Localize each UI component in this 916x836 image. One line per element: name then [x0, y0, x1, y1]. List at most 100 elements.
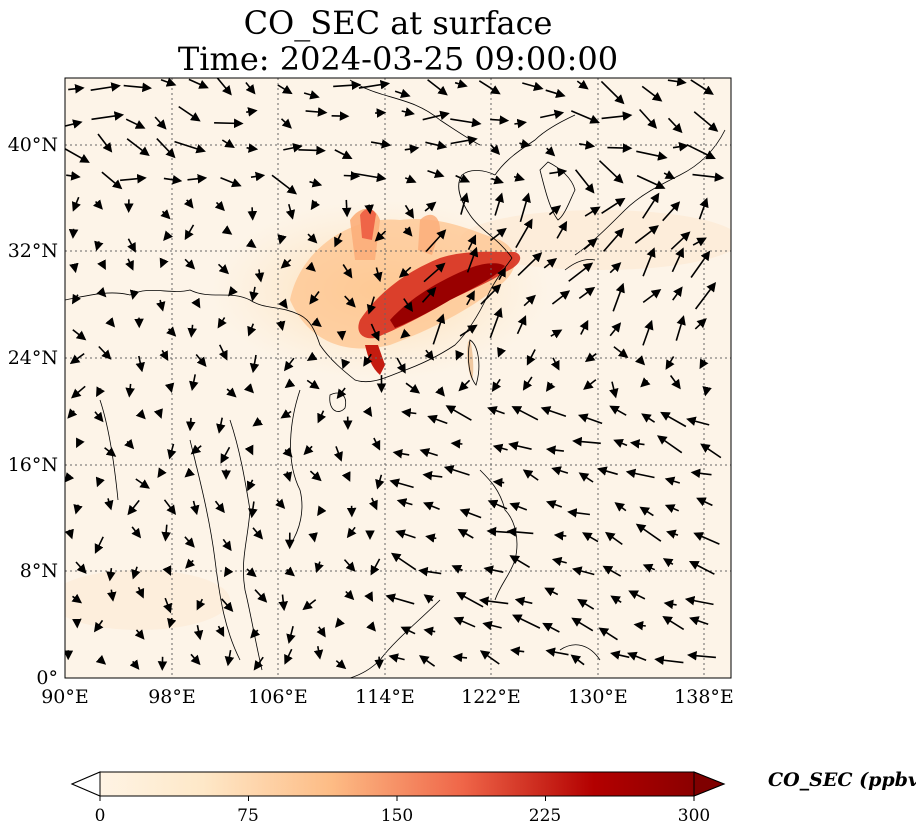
wind-arrow: [70, 385, 86, 399]
wind-arrow: [601, 197, 626, 214]
wind-arrow: [249, 286, 259, 302]
wind-arrow: [455, 173, 471, 183]
wind-arrow: [523, 294, 536, 307]
wind-arrow: [577, 598, 595, 610]
lat-tick: 24°N: [8, 347, 58, 369]
wind-arrow: [223, 566, 234, 578]
wind-arrow: [154, 116, 167, 130]
wind-arrow: [699, 358, 709, 370]
wind-arrow: [221, 138, 235, 149]
wind-arrow: [609, 381, 619, 399]
colorbar-tick-label: 225: [528, 806, 562, 826]
wind-arrow: [375, 474, 385, 490]
plume-core: [390, 263, 505, 328]
colorbar-body: [70, 771, 726, 797]
wind-arrow: [514, 118, 527, 129]
wind-arrow: [298, 145, 326, 156]
wind-arrow: [421, 286, 437, 303]
wind-arrow: [129, 659, 140, 670]
wind-arrow: [490, 115, 510, 125]
wind-arrow: [519, 192, 531, 223]
wind-arrow: [550, 357, 560, 371]
wind-arrow: [364, 591, 374, 602]
wind-arrow: [642, 319, 654, 346]
wind-arrow: [285, 203, 296, 220]
wind-arrow: [641, 413, 656, 423]
wind-arrow: [67, 408, 78, 419]
wind-arrow: [277, 84, 293, 95]
wind-arrow: [544, 146, 556, 157]
wind-arrow: [551, 466, 569, 476]
wind-arrow: [385, 593, 415, 605]
wind-arrow: [425, 229, 447, 253]
wind-arrow: [160, 78, 177, 87]
colorbar-tick-marks: [99, 796, 695, 801]
wind-arrow: [598, 160, 624, 184]
wind-arrow: [249, 354, 260, 374]
wind-arrow: [159, 349, 169, 361]
wind-arrow: [309, 291, 320, 305]
wind-arrow: [466, 246, 479, 273]
wind-arrow: [286, 626, 296, 644]
wind-arrow: [254, 589, 268, 603]
wind-arrow: [366, 296, 377, 315]
wind-arrow: [278, 594, 289, 612]
wind-arrow: [125, 383, 135, 398]
wind-arrow: [392, 449, 410, 459]
wind-arrow: [692, 172, 725, 182]
wind-arrow: [694, 318, 707, 330]
wind-arrow: [639, 108, 658, 129]
wind-arrow: [94, 240, 104, 252]
wind-arrow: [614, 502, 627, 512]
wind-arrow: [424, 201, 437, 212]
wind-arrow: [342, 264, 353, 279]
wind-arrow: [125, 258, 134, 271]
wind-arrow: [389, 478, 414, 489]
map-title-line1: CO_SEC at surface: [243, 4, 553, 42]
wind-arrow: [570, 110, 600, 124]
wind-arrow: [405, 382, 421, 394]
wind-arrow: [284, 648, 293, 665]
wind-arrow: [553, 530, 567, 541]
wind-arrow: [506, 527, 534, 537]
wind-arrow: [578, 472, 594, 483]
wind-arrow: [184, 467, 195, 478]
lat-tick: 0°: [36, 667, 58, 689]
wind-arrow: [480, 283, 502, 305]
wind-arrow: [214, 118, 244, 129]
wind-arrow: [427, 79, 448, 96]
wind-arrow: [459, 508, 482, 519]
wind-arrow: [246, 143, 259, 153]
wind-arrow: [129, 289, 140, 300]
wind-arrow: [184, 536, 195, 548]
colorbar-extend-low: [70, 771, 101, 797]
lon-tick: 106°E: [248, 686, 308, 708]
wind-arrow: [662, 558, 674, 568]
wind-arrow: [245, 82, 256, 95]
wind-arrow: [551, 556, 567, 567]
wind-arrow: [334, 232, 343, 248]
wind-arrow: [306, 379, 320, 390]
wind-arrow: [307, 233, 318, 244]
wind-arrow: [688, 561, 715, 575]
burma-coast: [189, 439, 241, 661]
kyushu-coast: [564, 259, 596, 271]
wind-arrow: [69, 352, 85, 365]
wind-arrow: [641, 85, 663, 102]
colorbar-tick-label: 150: [380, 806, 414, 826]
wind-arrow: [314, 561, 324, 574]
lat-tick: 40°N: [8, 134, 58, 156]
colorbar-tick-label: 300: [677, 806, 711, 826]
wind-arrow: [578, 286, 596, 300]
plume-southwest: [65, 570, 230, 630]
wind-arrow: [690, 468, 712, 479]
wind-arrow: [628, 590, 646, 600]
wind-arrow: [160, 209, 171, 220]
wind-arrow: [639, 506, 654, 517]
wind-arrow: [184, 224, 195, 241]
wind-arrow: [663, 599, 677, 610]
wind-arrow: [613, 438, 628, 448]
wind-arrow: [427, 414, 448, 425]
wind-arrow: [370, 139, 392, 149]
concentration-field: [65, 78, 731, 678]
